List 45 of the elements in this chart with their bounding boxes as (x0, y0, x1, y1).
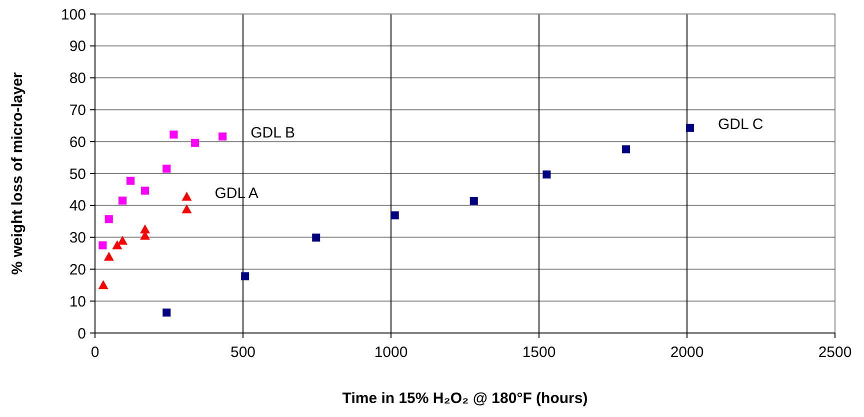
y-tick-label: 90 (69, 38, 86, 56)
point (390, 211, 399, 220)
point (241, 272, 250, 280)
point (170, 130, 178, 139)
series-label: GDL B (250, 124, 296, 142)
y-tick-label: 60 (69, 134, 86, 151)
x-tick-label: 1000 (374, 344, 408, 361)
y-tick-label: 70 (69, 102, 86, 119)
point (141, 186, 150, 195)
x-tick-label: 2500 (818, 344, 852, 361)
point (182, 192, 192, 201)
point (104, 215, 113, 224)
point (542, 170, 551, 178)
point (162, 164, 171, 173)
y-tick-label: 40 (69, 198, 86, 215)
y-tick-label: 80 (69, 70, 86, 88)
point (104, 252, 114, 261)
point (98, 280, 108, 290)
x-tick-label: 500 (230, 344, 256, 361)
y-tick-label: 0 (78, 325, 86, 342)
point (686, 124, 694, 132)
point (218, 132, 227, 140)
point (112, 240, 122, 250)
point (312, 234, 320, 242)
y-tick-label: 30 (69, 230, 86, 247)
point (126, 176, 135, 185)
y-tick-label: 10 (69, 293, 86, 310)
y-tick-label: 20 (69, 261, 86, 278)
series-label: GDL C (718, 116, 764, 134)
x-axis-title: Time in 15% H₂O₂ @ 180°F (hours) (342, 390, 588, 407)
point (118, 236, 128, 245)
y-axis-title: % weight loss of micro-layer (9, 72, 26, 275)
point (182, 204, 192, 214)
point (470, 196, 478, 205)
point (622, 145, 630, 154)
point (140, 224, 150, 234)
x-tick-label: 1500 (522, 344, 556, 361)
point (98, 241, 107, 250)
point (191, 138, 200, 147)
point (162, 308, 171, 317)
point (118, 196, 127, 205)
x-tick-label: 0 (90, 344, 100, 361)
x-tick-label: 2000 (670, 344, 704, 361)
y-tick-label: 50 (69, 166, 86, 183)
y-tick-label: 100 (60, 6, 86, 24)
